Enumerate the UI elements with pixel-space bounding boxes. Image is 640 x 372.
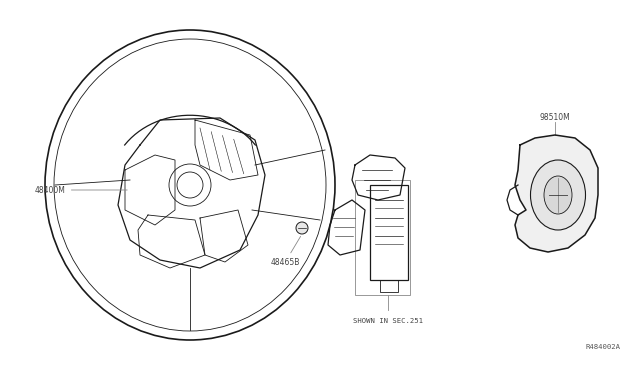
Text: 98510M: 98510M [540,113,570,122]
Bar [380,280,398,292]
Text: 48465B: 48465B [270,236,301,267]
Text: SHOWN IN SEC.251: SHOWN IN SEC.251 [353,318,423,324]
Bar [355,180,410,295]
Ellipse shape [531,160,586,230]
Bar [370,185,408,280]
Polygon shape [515,135,598,252]
Ellipse shape [296,222,308,234]
Text: 48400M: 48400M [35,186,127,195]
Ellipse shape [544,176,572,214]
Text: R484002A: R484002A [585,344,620,350]
